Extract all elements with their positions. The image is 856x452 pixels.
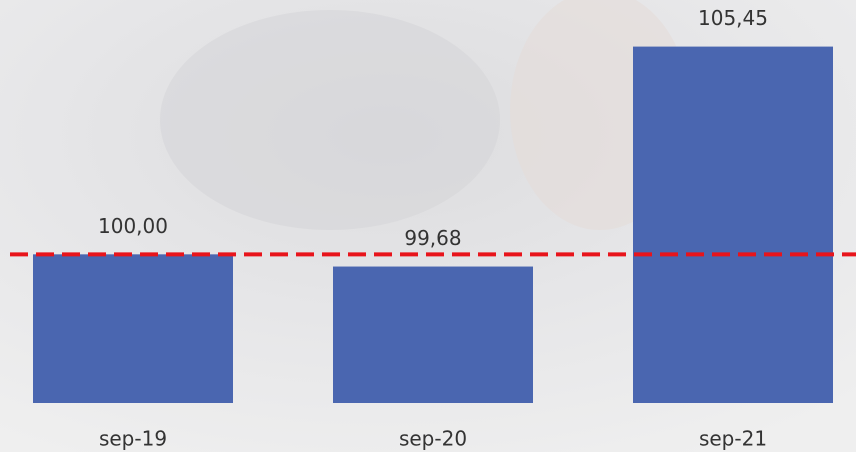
x-tick-label: sep-19: [99, 427, 167, 451]
bar: [33, 254, 233, 403]
data-label: 100,00: [98, 214, 168, 238]
x-tick-label: sep-20: [399, 427, 467, 451]
x-tick-label: sep-21: [699, 427, 767, 451]
bar: [633, 46, 833, 403]
background-shape: [160, 10, 500, 230]
bar: [333, 266, 533, 403]
data-label: 105,45: [698, 6, 768, 30]
data-label: 99,68: [404, 226, 461, 250]
